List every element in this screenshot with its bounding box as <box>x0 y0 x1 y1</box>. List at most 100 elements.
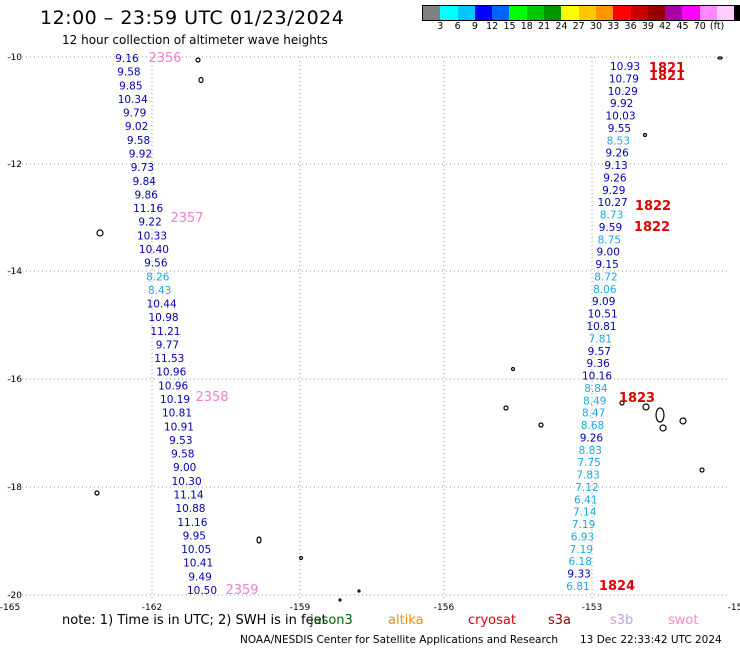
wave-height-value: 10.41 <box>183 558 213 570</box>
island-outline <box>195 57 201 63</box>
wave-height-value: 9.58 <box>127 135 150 147</box>
wave-height-value: 7.12 <box>575 482 598 494</box>
colorbar-swatch <box>613 6 631 20</box>
wave-height-value: 9.55 <box>608 123 631 135</box>
wave-height-value: 8.73 <box>600 210 623 222</box>
map-subtitle: 12 hour collection of altimeter wave hei… <box>62 33 328 47</box>
wave-height-value: 10.40 <box>139 244 169 256</box>
colorbar-label: 12 <box>486 21 499 32</box>
wave-height-value: 9.92 <box>129 148 152 160</box>
colorbar-swatch <box>578 6 596 20</box>
island-outline <box>679 417 687 425</box>
wave-height-value: 9.16 <box>115 53 139 65</box>
island-outline <box>699 467 705 473</box>
island-outline <box>619 400 625 406</box>
satellite-name: s3a <box>548 613 572 628</box>
wave-height-value: 6.93 <box>571 531 594 543</box>
wave-height-value: 7.83 <box>576 470 599 482</box>
colorbar-swatch <box>423 6 441 20</box>
time-label: 1824 <box>599 579 635 594</box>
island-outline <box>642 403 650 411</box>
colorbar-label: 9 <box>471 21 478 32</box>
colorbar-swatch <box>526 6 545 20</box>
colorbar-label: 30 <box>589 21 603 32</box>
colorbar-label: 15 <box>503 21 516 32</box>
wave-height-value: 9.33 <box>567 569 590 581</box>
island-outline <box>96 229 104 237</box>
wave-height-value: 10.05 <box>181 544 211 556</box>
lon-tick-label: -165 <box>0 603 20 613</box>
time-label: 1822 <box>634 220 670 235</box>
wave-height-value: 9.92 <box>610 98 633 110</box>
colorbar-swatch <box>474 6 493 20</box>
lon-tick-label: -159 <box>290 603 311 613</box>
wave-height-value: 6.81 <box>566 581 589 593</box>
island-outline <box>717 56 723 60</box>
coastline-islands <box>94 56 723 602</box>
island-outline <box>298 555 304 561</box>
wave-height-value: 10.29 <box>608 86 638 98</box>
lat-tick-label: -12 <box>7 160 22 170</box>
wave-height-value: 11.16 <box>177 517 207 529</box>
footnote: note: 1) Time is in UTC; 2) SWH is in fe… <box>62 613 327 628</box>
lat-tick-label: -18 <box>7 483 22 493</box>
lon-tick-label: -15 <box>728 603 740 613</box>
wave-height-value: 10.93 <box>610 61 640 73</box>
wave-height-value: 9.59 <box>599 222 622 234</box>
wave-height-value: 9.49 <box>188 571 211 583</box>
satellite-name: swot <box>668 613 699 628</box>
wave-height-value: 8.72 <box>594 271 617 283</box>
colorbar-swatch <box>717 6 735 20</box>
wave-height-value: 9.26 <box>605 148 629 160</box>
map-title: 12:00 – 23:59 UTC 01/23/2024 <box>40 7 345 29</box>
wave-height-value: 9.95 <box>183 530 206 542</box>
track-east: 10.9310.7910.299.9210.039.558.539.269.13… <box>566 61 685 594</box>
wave-height-value: 10.19 <box>160 394 190 406</box>
colorbar-label: 70 <box>693 21 706 32</box>
colorbar-swatch <box>647 6 666 20</box>
wave-height-value: 10.81 <box>162 408 192 420</box>
colorbar-swatch <box>699 6 718 20</box>
time-label: 2357 <box>170 211 203 226</box>
colorbar-swatch <box>544 6 562 20</box>
colorbar-swatch <box>595 6 614 20</box>
satellite-name: jason3 <box>310 613 353 628</box>
colorbar-swatch <box>457 6 475 20</box>
island-outline <box>655 407 665 423</box>
colorbar-swatch <box>509 6 527 20</box>
colorbar-swatch <box>630 6 648 20</box>
wave-height-value: 9.84 <box>133 176 157 188</box>
credit-line: NOAA/NESDIS Center for Satellite Applica… <box>240 634 558 646</box>
wave-height-value: 8.26 <box>146 271 170 283</box>
wave-height-value: 8.06 <box>593 284 617 296</box>
track-west: 9.169.589.8510.349.799.029.589.929.739.8… <box>115 51 258 598</box>
colorbar-label: 36 <box>624 21 637 32</box>
colorbar-label: 27 <box>572 21 585 32</box>
wave-height-value: 9.73 <box>131 162 154 174</box>
colorbar-label: (ft) <box>709 21 725 32</box>
wave-height-value: 10.16 <box>582 371 612 383</box>
time-label: 2356 <box>148 51 181 66</box>
wave-height-value: 8.43 <box>148 285 171 297</box>
colorbar-swatch <box>561 6 579 20</box>
wave-height-value: 9.58 <box>171 449 194 461</box>
wave-height-value: 10.51 <box>588 309 618 321</box>
wave-height-value: 10.33 <box>137 230 167 242</box>
island-outline <box>256 536 262 544</box>
wave-height-value: 9.00 <box>173 462 196 474</box>
wave-height-value: 10.34 <box>118 94 148 106</box>
colorbar-label: 21 <box>538 21 551 32</box>
wave-height-value: 8.84 <box>584 383 608 395</box>
wave-height-value: 9.57 <box>588 346 611 358</box>
wave-height-value: 11.53 <box>154 353 184 365</box>
colorbar-swatch <box>440 6 458 20</box>
wave-height-value: 10.79 <box>609 73 639 85</box>
wave-height-value: 9.15 <box>595 259 618 271</box>
time-label: 1822 <box>635 199 671 214</box>
lon-tick-label: -162 <box>142 603 162 613</box>
wave-height-value: 10.27 <box>598 197 628 209</box>
wave-height-value: 8.47 <box>582 408 605 420</box>
colorbar-label: 6 <box>454 21 461 32</box>
wave-height-value: 10.81 <box>586 321 616 333</box>
